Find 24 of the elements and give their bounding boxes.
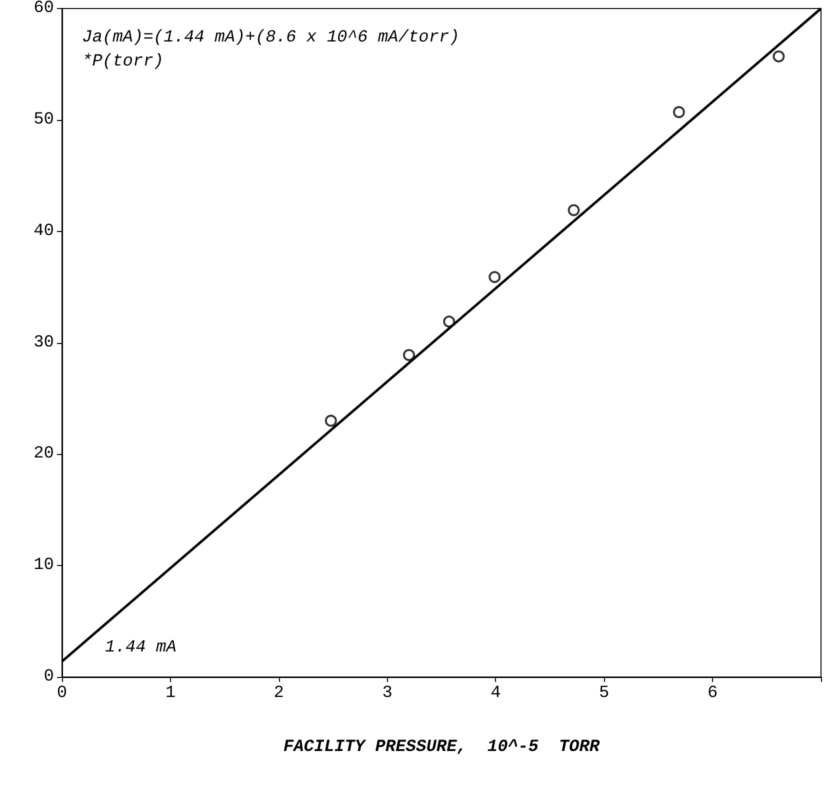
annotation: Ja(mA)=(1.44 mA)+(8.6 x 10^6 mA/torr) *P(torr) (82, 28, 460, 72)
point (443, 316, 456, 328)
point (568, 204, 580, 216)
x-tick-label: 6 (707, 684, 718, 703)
point (402, 349, 415, 362)
y-tick-label: 40 (34, 222, 54, 241)
x-tick-label: 0 (56, 684, 68, 703)
y-tick-label: 50 (34, 110, 54, 130)
y-tick-label: 20 (34, 444, 54, 464)
x-axis-title: FACILITY PRESSURE, 10^-5 TORR (283, 738, 600, 757)
y-tick-label: 30 (34, 333, 54, 352)
point (672, 106, 685, 118)
x-tick-label: 5 (599, 684, 610, 703)
point (324, 414, 337, 427)
x-tick-label: 4 (490, 684, 501, 703)
x-tick-label: 1 (165, 684, 176, 703)
annotation: 1.44 mA (105, 638, 176, 658)
x-tick-label: 2 (274, 684, 284, 703)
x-tick-label: 3 (382, 684, 392, 703)
point (488, 271, 501, 284)
point (772, 50, 785, 62)
y-tick-label: 10 (34, 556, 54, 576)
y-tick-label: 0 (44, 668, 54, 686)
y-tick-label: 60 (34, 0, 54, 18)
